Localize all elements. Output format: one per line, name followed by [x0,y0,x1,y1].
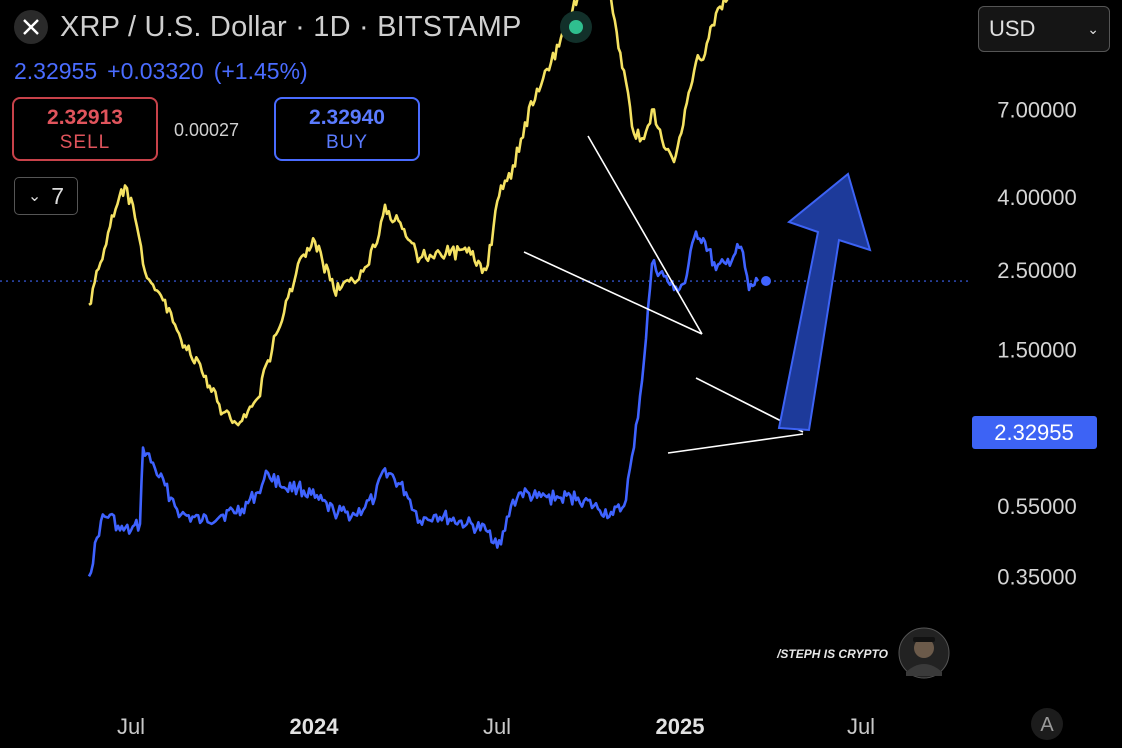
symbol-title[interactable]: XRP / U.S. Dollar · 1D · BITSTAMP [60,10,522,43]
sell-button[interactable]: 2.32913 SELL [12,97,158,161]
chevron-down-icon: ⌄ [1087,20,1099,37]
auto-scale-button[interactable] [1031,708,1063,740]
triangle-lower-trendline [667,433,804,454]
current-price-tag-label: 2.32955 [994,420,1074,445]
price-tick-label: 1.50000 [997,338,1077,363]
price-axis[interactable]: 30.0000019.0000011.000007.000004.000002.… [991,0,1083,589]
watermark-text: /STEPH IS CRYPTO [776,647,889,661]
bullish-arrow-icon [777,172,872,432]
market-status-icon[interactable] [559,11,592,43]
buy-button[interactable]: 2.32940 BUY [274,97,420,161]
blue-price-series-line [87,230,760,577]
auto-scale-label: A [1040,714,1054,736]
price-tick-label: 4.00000 [997,185,1077,210]
series-layer [87,0,771,577]
last-price: 2.32955 [14,58,98,84]
time-tick-label: 2024 [290,714,340,739]
avatar [898,627,950,679]
current-price-tag [972,416,1097,449]
buy-label: BUY [325,132,369,153]
chart-header: XRP / U.S. Dollar · 1D · BITSTAMP [14,10,592,44]
indicators-count: 7 [51,182,65,209]
time-tick-label: Jul [847,714,875,739]
time-tick-label: Jul [483,714,511,739]
yellow-overlay-series-line [88,0,729,427]
indicators-toggle[interactable]: ⌄ 7 [14,177,78,215]
currency-select[interactable]: USD ⌄ [978,6,1110,52]
price-tick-label: 2.50000 [997,258,1077,283]
price-change: +0.03320 [107,58,204,84]
price-quote: 2.32955 +0.03320 (+1.45%) [14,58,318,85]
time-tick-label: 2025 [656,714,705,739]
wedge-upper-trendline [587,135,703,335]
time-tick-label: Jul [117,714,145,739]
time-axis[interactable]: Jul 2024 Jul 2025 Jul [117,714,875,739]
wedge-lower-trendline [523,251,703,335]
currency-value: USD [989,16,1036,41]
price-change-percent: (+1.45%) [213,58,308,84]
last-price-dot [761,276,771,287]
price-tick-label: 0.35000 [997,564,1077,589]
xrp-logo-icon [14,10,48,44]
sell-price: 2.32913 [47,106,123,129]
price-tick-label: 0.55000 [997,494,1077,519]
buy-price: 2.32940 [309,106,385,129]
chevron-down-icon: ⌄ [27,188,42,205]
drawings-layer [523,135,872,454]
price-tick-label: 7.00000 [997,98,1077,123]
spread-value: 0.00027 [174,120,240,140]
sell-label: SELL [59,132,111,153]
